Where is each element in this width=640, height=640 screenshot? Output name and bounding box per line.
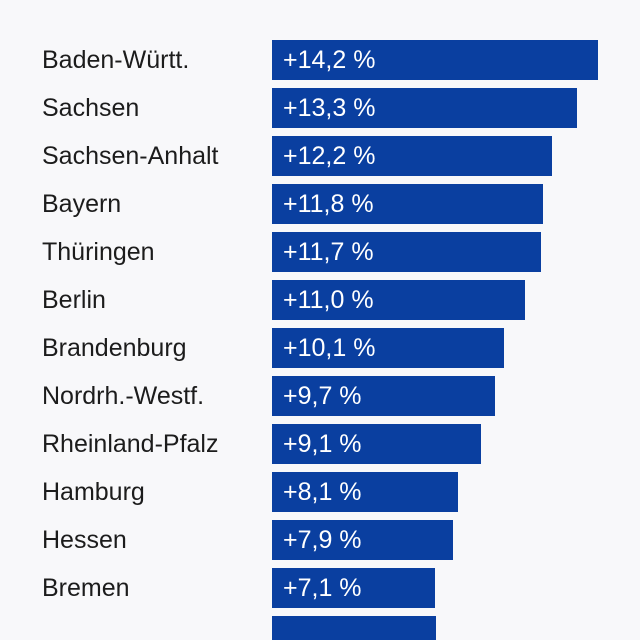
bar: +7,9 % xyxy=(272,520,453,560)
category-label: Sachsen-Anhalt xyxy=(42,142,219,170)
category-label: Thüringen xyxy=(42,238,155,266)
partially-visible-bar xyxy=(272,616,436,640)
bar-value-label: +10,1 % xyxy=(283,334,376,362)
bar-row: Thüringen +11,7 % xyxy=(0,232,640,272)
bar: +8,1 % xyxy=(272,472,458,512)
bar-row: Baden-Württ. +14,2 % xyxy=(0,40,640,80)
category-label: Berlin xyxy=(42,286,106,314)
category-label: Brandenburg xyxy=(42,334,187,362)
bar-value-label: +11,8 % xyxy=(283,190,374,218)
bar-row: Bremen +7,1 % xyxy=(0,568,640,608)
bar-value-label: +11,7 % xyxy=(283,238,374,266)
bar-value-label: +14,2 % xyxy=(283,46,376,74)
bar: +10,1 % xyxy=(272,328,504,368)
bar: +13,3 % xyxy=(272,88,577,128)
bar-row: Sachsen +13,3 % xyxy=(0,88,640,128)
bar-value-label: +13,3 % xyxy=(283,94,376,122)
bar: +14,2 % xyxy=(272,40,598,80)
bar-row: Hessen +7,9 % xyxy=(0,520,640,560)
bar-value-label: +12,2 % xyxy=(283,142,376,170)
bar-value-label: +8,1 % xyxy=(283,478,362,506)
category-label: Nordrh.-Westf. xyxy=(42,382,205,410)
bar: +7,1 % xyxy=(272,568,435,608)
category-label: Bayern xyxy=(42,190,122,218)
bar-value-label: +11,0 % xyxy=(283,286,374,314)
bar-row: Berlin +11,0 % xyxy=(0,280,640,320)
category-label: Hessen xyxy=(42,526,127,554)
category-label: Sachsen xyxy=(42,94,140,122)
bar-row: Bayern +11,8 % xyxy=(0,184,640,224)
category-label: Bremen xyxy=(42,574,130,602)
category-label: Rheinland-Pfalz xyxy=(42,430,219,458)
bar: +9,7 % xyxy=(272,376,495,416)
bar-row: Sachsen-Anhalt +12,2 % xyxy=(0,136,640,176)
category-label: Hamburg xyxy=(42,478,145,506)
category-label: Baden-Württ. xyxy=(42,46,190,74)
bar-row: Brandenburg +10,1 % xyxy=(0,328,640,368)
bar-value-label: +9,1 % xyxy=(283,430,362,458)
bar-row: Hamburg +8,1 % xyxy=(0,472,640,512)
bar: +9,1 % xyxy=(272,424,481,464)
bar-row: Rheinland-Pfalz +9,1 % xyxy=(0,424,640,464)
bar-value-label: +7,1 % xyxy=(283,574,362,602)
bar-value-label: +9,7 % xyxy=(283,382,362,410)
bar-value-label: +7,9 % xyxy=(283,526,362,554)
bar: +11,7 % xyxy=(272,232,541,272)
bar-row: Nordrh.-Westf. +9,7 % xyxy=(0,376,640,416)
bar: +11,0 % xyxy=(272,280,525,320)
bar: +12,2 % xyxy=(272,136,552,176)
bar: +11,8 % xyxy=(272,184,543,224)
